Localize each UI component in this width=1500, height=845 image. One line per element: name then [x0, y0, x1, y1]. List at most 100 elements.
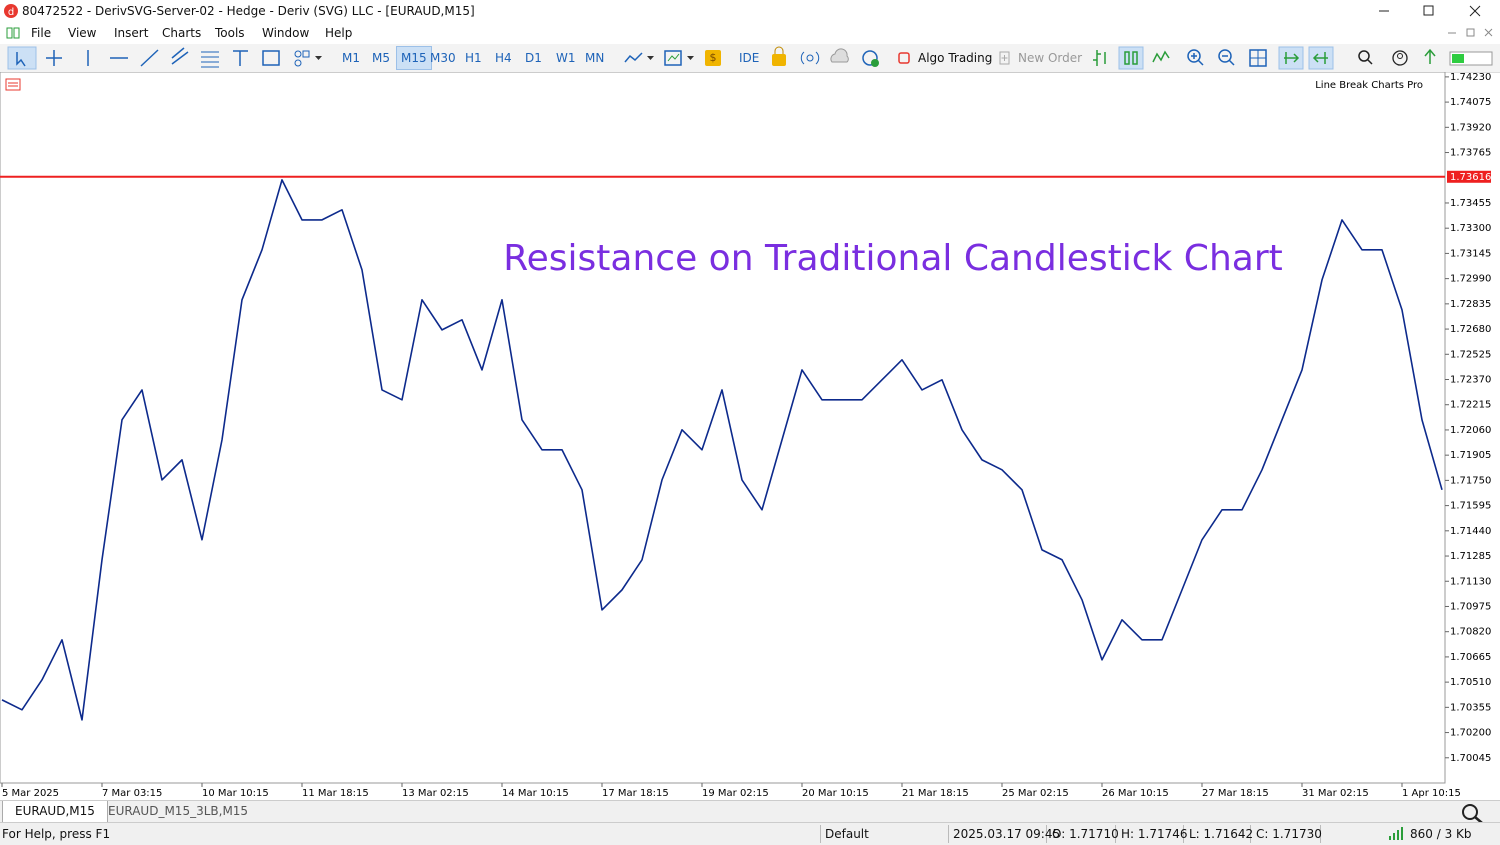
x-tick-label: 31 Mar 02:15 — [1302, 788, 1369, 799]
x-tick-label: 11 Mar 18:15 — [302, 788, 369, 799]
status-item: Default — [825, 827, 869, 841]
status-item: L: 1.71642 — [1189, 827, 1254, 841]
timeframe-button[interactable]: H1 — [465, 51, 482, 65]
chart-icon — [5, 78, 21, 91]
y-tick-label: 1.73765 — [1450, 148, 1491, 159]
window-title: 80472522 - DerivSVG-Server-02 - Hedge - … — [22, 4, 475, 18]
window-controls[interactable] — [1360, 0, 1500, 22]
status-separator — [1183, 825, 1184, 843]
menu-item[interactable]: Insert — [114, 26, 149, 40]
chart-tabs: EURAUD,M15 EURAUD_M15_3LB,M15 — [0, 800, 1500, 824]
chart: Line Break Charts Pro Resistance on Trad… — [0, 72, 1491, 799]
service-tools[interactable] — [765, 44, 890, 72]
y-tick-label: 1.72060 — [1450, 425, 1491, 436]
status-item: C: 1.71730 — [1256, 827, 1322, 841]
status-item: 2025.03.17 09:45 — [953, 827, 1061, 841]
y-tick-label: 1.71750 — [1450, 475, 1491, 486]
y-tick-label: 1.71440 — [1450, 526, 1491, 537]
y-tick-label: 1.72990 — [1450, 274, 1491, 285]
app-icon: d — [4, 4, 18, 18]
y-tick-label: 1.70975 — [1450, 601, 1491, 612]
status-separator — [948, 825, 949, 843]
y-tick-label: 1.70820 — [1450, 627, 1491, 638]
toolbar: M1 M5 M15 M30 H1 H4 D1 W1 MN $ IDE Algo Trading … — [0, 44, 1500, 73]
status-item: 860 / 3 Kb — [1410, 827, 1472, 841]
y-tick-label: 1.72370 — [1450, 375, 1491, 386]
y-tick-label: 1.73920 — [1450, 122, 1491, 133]
algo-trading-button[interactable]: Algo Trading — [918, 51, 993, 65]
x-tick-label: 26 Mar 10:15 — [1102, 788, 1169, 799]
menu-item[interactable]: Tools — [215, 26, 245, 40]
timeframe-button[interactable]: H4 — [495, 51, 512, 65]
drawing-tools[interactable] — [0, 44, 330, 72]
algo-icon — [898, 52, 910, 64]
x-tick-label: 7 Mar 03:15 — [102, 788, 162, 799]
y-tick-label: 1.70665 — [1450, 652, 1491, 663]
timeframe-button[interactable]: M30 — [430, 51, 456, 65]
status-separator — [1115, 825, 1116, 843]
y-tick-label: 1.74075 — [1450, 97, 1491, 108]
y-tick-label: 1.73145 — [1450, 248, 1491, 259]
y-tick-label: 1.72525 — [1450, 349, 1491, 360]
menu-icon — [6, 27, 20, 39]
child-window-controls[interactable] — [1440, 22, 1500, 44]
timeframe-button[interactable]: MN — [585, 51, 605, 65]
menu-item[interactable]: Window — [262, 26, 310, 40]
timeframe-button[interactable]: D1 — [525, 51, 542, 65]
chart-tab[interactable]: EURAUD_M15_3LB,M15 — [108, 804, 249, 818]
timeframe-button[interactable]: W1 — [556, 51, 576, 65]
y-tick-label: 1.70045 — [1450, 753, 1491, 764]
timeframe-button[interactable]: M15 — [396, 46, 432, 70]
chart-tools[interactable]: $ — [615, 44, 735, 72]
status-separator — [820, 825, 821, 843]
timeframe-button[interactable]: M5 — [372, 51, 390, 65]
y-tick-label: 1.72680 — [1450, 324, 1491, 335]
y-tick-label: 1.71905 — [1450, 450, 1491, 461]
x-tick-label: 1 Apr 10:15 — [1402, 788, 1461, 799]
menu-item[interactable]: Charts — [162, 26, 202, 40]
menu-item[interactable]: File — [31, 26, 52, 40]
x-tick-label: 10 Mar 10:15 — [202, 788, 269, 799]
svg-text:$: $ — [710, 51, 717, 64]
indicator-label: Line Break Charts Pro — [1315, 80, 1423, 91]
y-tick-label: 1.73455 — [1450, 198, 1491, 209]
chart-tab[interactable]: EURAUD,M15 — [2, 801, 108, 823]
plot-area — [0, 72, 1446, 784]
annotation: Resistance on Traditional Candlestick Ch… — [503, 238, 1283, 279]
x-tick-label: 17 Mar 18:15 — [602, 788, 669, 799]
menu-item[interactable]: View — [68, 26, 97, 40]
x-tick-label: 19 Mar 02:15 — [702, 788, 769, 799]
y-tick-label: 1.70355 — [1450, 702, 1491, 713]
status-bar: For Help, press F1 Default 2025.03.17 09:4… — [0, 822, 1500, 845]
status-separator — [1046, 825, 1047, 843]
x-tick-label: 14 Mar 10:15 — [502, 788, 569, 799]
new-order-button[interactable]: New Order — [1018, 51, 1083, 65]
new-order-icon — [999, 51, 1010, 65]
x-tick-label: 13 Mar 02:15 — [402, 788, 469, 799]
view-tools[interactable] — [1085, 44, 1500, 72]
timeframe-button[interactable]: M1 — [342, 51, 360, 65]
ide-button[interactable]: IDE — [739, 51, 760, 65]
svg-text:d: d — [8, 7, 14, 18]
y-tick-label: 1.70510 — [1450, 677, 1491, 688]
x-tick-label: 20 Mar 10:15 — [802, 788, 869, 799]
y-tick-label: 1.74230 — [1450, 72, 1491, 83]
title-bar: d 80472522 - DerivSVG-Server-02 - Hedge … — [0, 0, 1500, 22]
status-item: For Help, press F1 — [2, 827, 111, 841]
y-tick-label: 1.73300 — [1450, 223, 1491, 234]
y-tick-label: 1.72215 — [1450, 400, 1491, 411]
menu-item[interactable]: Help — [325, 26, 353, 40]
status-item: H: 1.71746 — [1121, 827, 1188, 841]
resistance-label-box — [1447, 170, 1491, 183]
price-line — [1, 179, 1443, 721]
y-tick-label: 1.71130 — [1450, 576, 1491, 587]
y-tick-label: 1.70200 — [1450, 728, 1491, 739]
x-tick-label: 21 Mar 18:15 — [902, 788, 969, 799]
signal-icon — [1388, 827, 1404, 844]
y-tick-label: 1.71595 — [1450, 501, 1491, 512]
status-separator — [1320, 825, 1321, 843]
resistance-label: 1.73616 — [1450, 172, 1491, 183]
status-item: O: 1.71710 — [1052, 827, 1119, 841]
y-tick-label: 1.72835 — [1450, 299, 1491, 310]
